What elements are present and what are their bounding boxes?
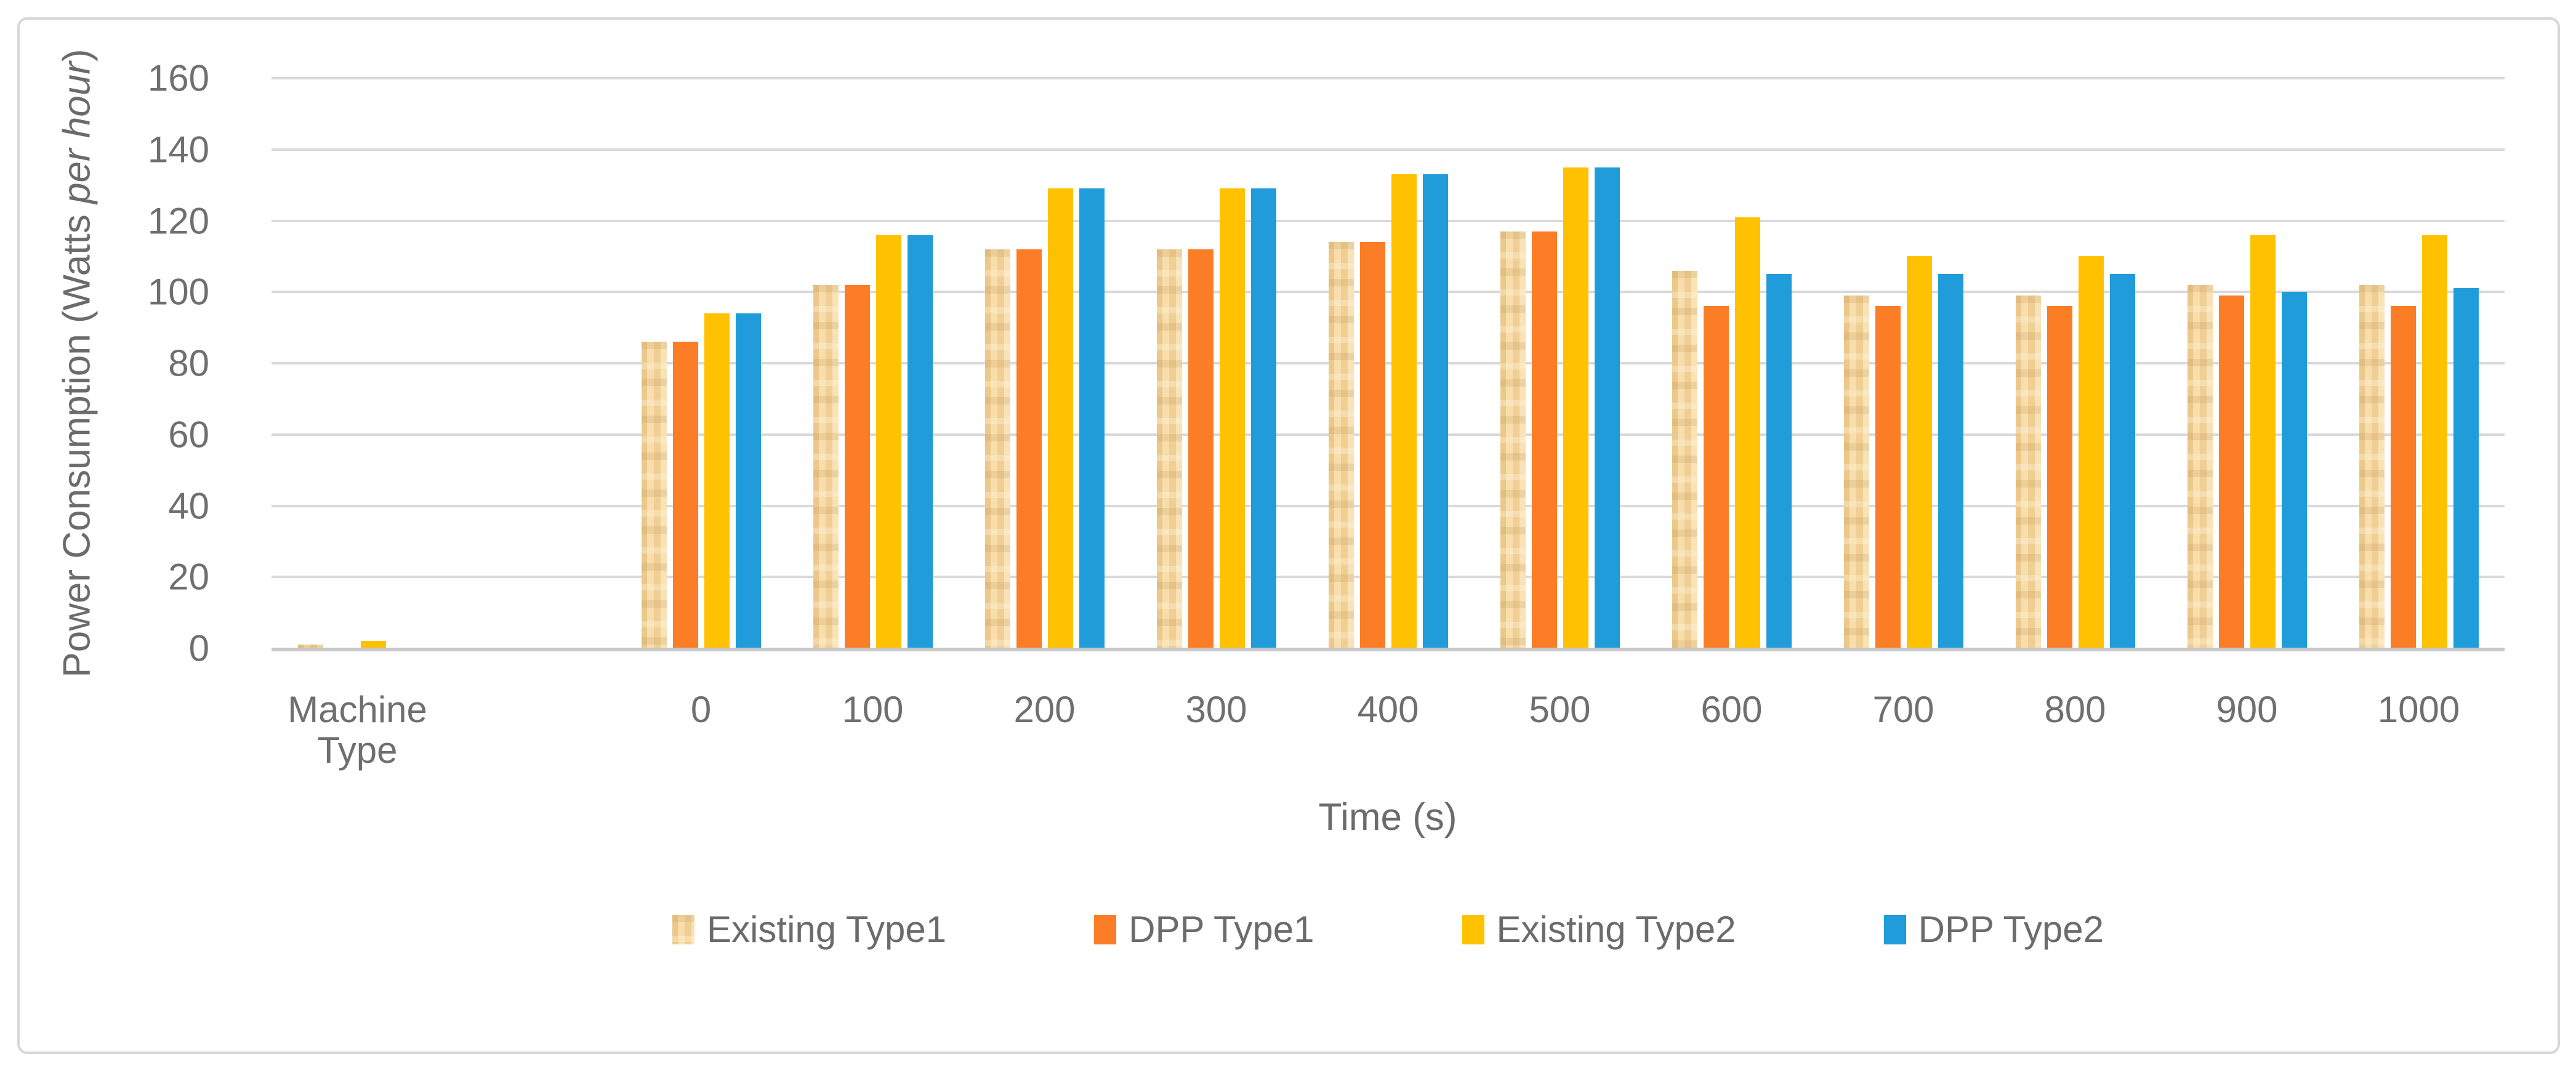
x-tick-label-700: 700 <box>1872 689 1934 730</box>
bar-dpp-type1-700 <box>1875 306 1901 648</box>
legend-item-dpp-type2: DPP Type2 <box>1883 908 2104 951</box>
legend-marker-existing-type2 <box>1462 914 1484 944</box>
bar-dpp-type2-500 <box>1595 167 1620 648</box>
gridline-60 <box>272 433 2505 436</box>
x-tick-label-100: 100 <box>842 689 904 730</box>
x-axis-line <box>272 648 2505 651</box>
x-tick-label-800: 800 <box>2044 689 2106 730</box>
bar-existing-type1-700 <box>1844 296 1869 648</box>
x-tick-label-machine-type: Machine Type <box>288 689 427 771</box>
gridline-40 <box>272 504 2505 507</box>
bar-dpp-type2-300 <box>1251 188 1276 648</box>
bar-dpp-type2-0 <box>736 313 761 648</box>
bar-existing-type2-300 <box>1220 188 1245 648</box>
bar-existing-type1-400 <box>1329 242 1354 648</box>
gridline-160 <box>272 77 2505 79</box>
y-tick-label-20: 20 <box>168 556 209 598</box>
x-axis-title: Time (s) <box>1318 796 1457 839</box>
bar-existing-type2-400 <box>1391 174 1417 648</box>
bar-dpp-type1-1000 <box>2391 306 2416 648</box>
bar-existing-type2-200 <box>1048 188 1073 648</box>
gridline-140 <box>272 148 2505 151</box>
bar-dpp-type2-1000 <box>2453 288 2479 648</box>
bar-existing-type1-800 <box>2016 296 2041 648</box>
plot-area <box>272 77 2505 651</box>
bar-dpp-type2-400 <box>1423 174 1448 648</box>
bar-existing-type2-500 <box>1563 167 1588 648</box>
y-tick-label-80: 80 <box>168 342 209 384</box>
bar-existing-type1-600 <box>1672 271 1697 648</box>
y-tick-label-160: 160 <box>147 57 209 99</box>
bar-existing-type2-800 <box>2079 256 2104 648</box>
x-tick-label-300: 300 <box>1185 689 1247 730</box>
bar-existing-type2-600 <box>1735 217 1760 648</box>
x-tick-label-400: 400 <box>1357 689 1419 730</box>
bar-dpp-type1-200 <box>1016 249 1042 648</box>
y-axis-title: Power Consumption (Watts per hour) <box>55 0 99 794</box>
bar-existing-type1-200 <box>985 249 1010 648</box>
x-tick-label-200: 200 <box>1013 689 1076 730</box>
bar-existing-type1-300 <box>1157 249 1182 648</box>
bar-dpp-type1-600 <box>1704 306 1729 648</box>
bar-dpp-type2-900 <box>2282 292 2307 648</box>
x-tick-label-600: 600 <box>1701 689 1763 730</box>
y-tick-label-100: 100 <box>147 271 209 313</box>
bar-dpp-type1-500 <box>1532 231 1557 648</box>
gridline-20 <box>272 576 2505 579</box>
x-tick-label-1000: 1000 <box>2377 689 2460 730</box>
gridline-120 <box>272 219 2505 222</box>
gridline-100 <box>272 291 2505 294</box>
x-tick-label-500: 500 <box>1529 689 1591 730</box>
bar-existing-type1-machine-type <box>298 645 323 648</box>
y-tick-label-140: 140 <box>147 129 209 171</box>
legend-item-dpp-type1: DPP Type1 <box>1094 908 1314 951</box>
y-tick-label-0: 0 <box>188 627 209 669</box>
bar-dpp-type1-800 <box>2047 306 2072 648</box>
legend-marker-dpp-type2 <box>1883 914 1906 944</box>
bar-existing-type2-1000 <box>2422 235 2447 648</box>
bar-dpp-type2-700 <box>1938 274 1963 648</box>
bar-existing-type2-machine-type <box>361 641 386 648</box>
bar-dpp-type1-400 <box>1360 242 1385 648</box>
y-tick-label-120: 120 <box>147 200 209 241</box>
legend: Existing Type1 DPP Type1 Existing Type2 DPP… <box>272 908 2505 951</box>
legend-marker-dpp-type1 <box>1094 914 1117 944</box>
bar-dpp-type1-0 <box>673 342 698 648</box>
legend-label: DPP Type2 <box>1918 909 2104 950</box>
bar-existing-type1-1000 <box>2359 285 2385 648</box>
x-tick-label-900: 900 <box>2216 689 2278 730</box>
legend-marker-existing-type1 <box>672 914 695 944</box>
legend-label: Existing Type1 <box>707 909 947 950</box>
bar-existing-type2-700 <box>1907 256 1932 648</box>
legend-label: DPP Type1 <box>1129 909 1314 950</box>
bar-dpp-type1-300 <box>1188 249 1214 648</box>
bar-existing-type2-0 <box>704 313 730 648</box>
figure-border <box>17 17 2560 1054</box>
legend-item-existing-type1: Existing Type1 <box>672 908 946 951</box>
bar-existing-type2-900 <box>2250 235 2276 648</box>
gridline-80 <box>272 362 2505 364</box>
bar-dpp-type1-100 <box>845 285 870 648</box>
legend-label: Existing Type2 <box>1496 909 1736 950</box>
legend-item-existing-type2: Existing Type2 <box>1462 908 1736 951</box>
bar-existing-type2-100 <box>876 235 901 648</box>
bar-dpp-type1-900 <box>2219 296 2244 648</box>
bar-existing-type1-500 <box>1500 231 1526 648</box>
y-tick-label-60: 60 <box>168 414 209 456</box>
bar-existing-type1-100 <box>813 285 839 648</box>
bar-dpp-type2-100 <box>908 235 933 648</box>
bar-dpp-type2-800 <box>2110 274 2135 648</box>
x-tick-label-0: 0 <box>690 689 712 730</box>
y-tick-label-40: 40 <box>168 485 209 526</box>
bar-dpp-type2-600 <box>1766 274 1792 648</box>
bar-existing-type1-900 <box>2188 285 2213 648</box>
bar-existing-type1-0 <box>642 342 667 648</box>
bar-dpp-type2-200 <box>1079 188 1105 648</box>
